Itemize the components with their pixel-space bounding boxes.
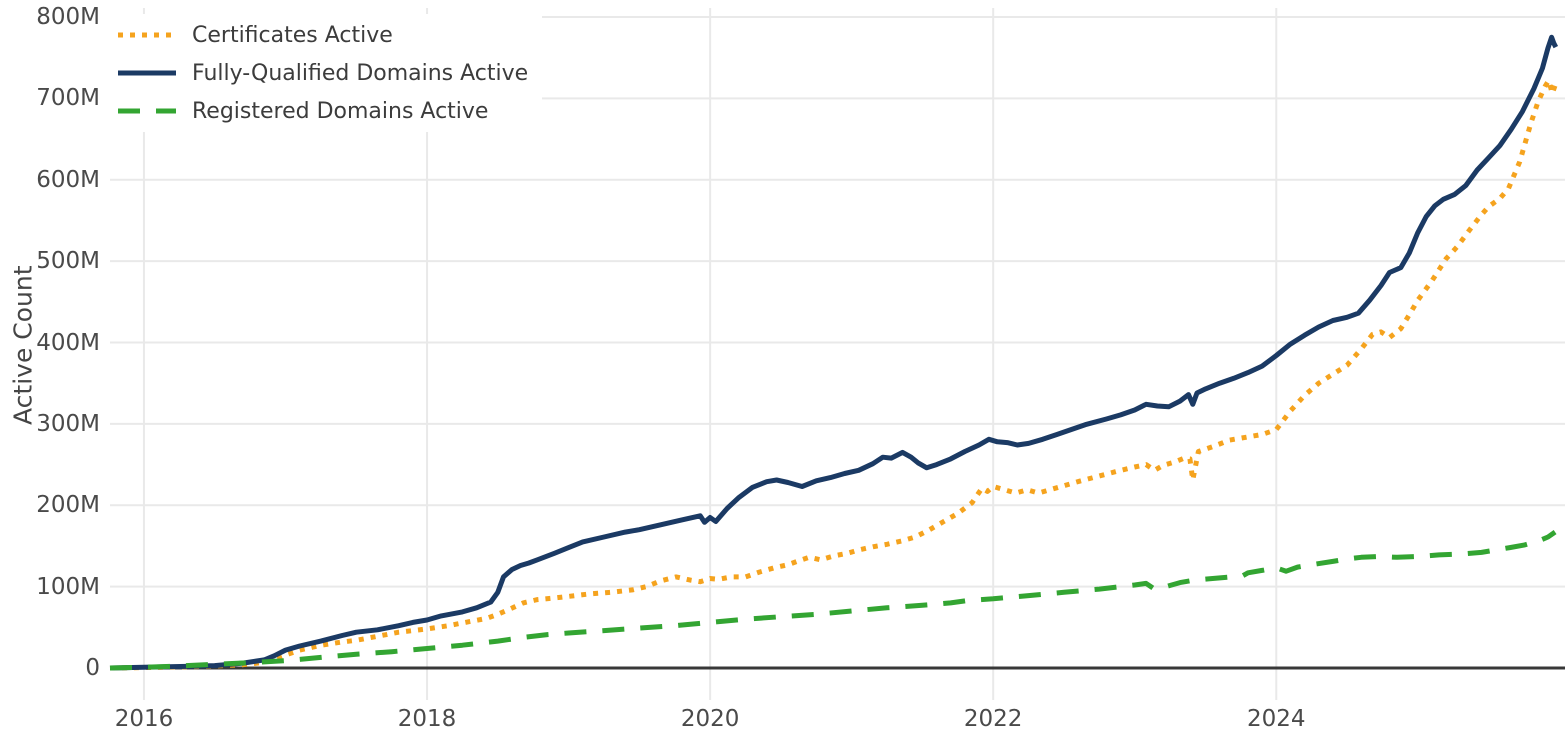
dashed-line-swatch-icon (118, 108, 176, 114)
x-tick-label: 2024 (1246, 706, 1306, 732)
legend-item-certificates-active[interactable]: Certificates Active (116, 16, 528, 54)
x-tick-label: 2018 (397, 706, 457, 732)
legend: Certificates Active Fully-Qualified Doma… (110, 14, 543, 132)
x-tick-label: 2022 (963, 706, 1023, 732)
y-tick-label: 400M (36, 329, 100, 356)
dotted-line-swatch-icon (118, 32, 176, 38)
series-line-registered[interactable] (109, 530, 1557, 671)
y-tick-label: 0 (85, 655, 100, 681)
series-line-certificates[interactable] (109, 78, 1558, 671)
legend-label-certificates-active: Certificates Active (192, 22, 393, 48)
solid-line-swatch-icon (118, 70, 176, 76)
legend-item-registered-domains-active[interactable]: Registered Domains Active (116, 92, 528, 130)
y-tick-label: 700M (36, 85, 100, 112)
y-tick-label: 800M (36, 4, 100, 30)
y-tick-label: 500M (36, 248, 100, 275)
legend-label-fully-qualified-domains-active: Fully-Qualified Domains Active (192, 60, 529, 86)
x-tick-label: 2020 (680, 706, 740, 732)
y-tick-label: 200M (36, 492, 100, 519)
series-line-fqdn[interactable] (109, 34, 1559, 671)
legend-item-fully-qualified-domains-active[interactable]: Fully-Qualified Domains Active (116, 54, 528, 92)
y-tick-label: 600M (36, 166, 100, 193)
legend-label-registered-domains-active: Registered Domains Active (192, 98, 489, 124)
y-tick-label: 100M (36, 573, 100, 600)
x-tick-label: 2016 (114, 706, 174, 732)
y-tick-label: 300M (36, 410, 100, 437)
